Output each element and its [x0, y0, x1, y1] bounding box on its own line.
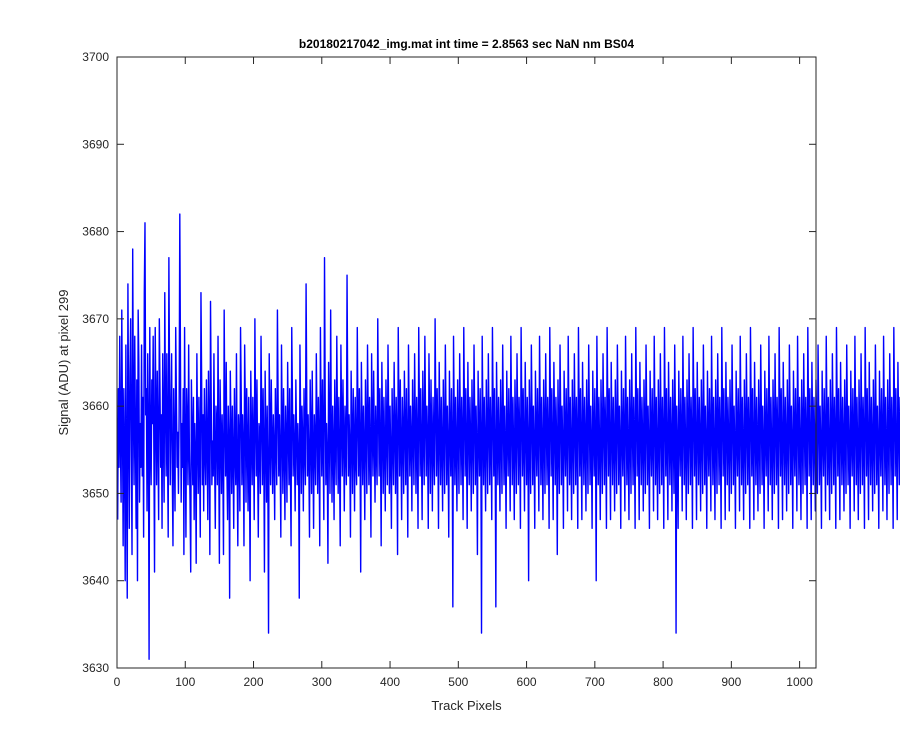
x-tick-label: 300 [312, 675, 332, 689]
y-tick-label: 3680 [82, 225, 109, 239]
x-tick-label: 500 [448, 675, 468, 689]
x-tick-label: 800 [653, 675, 673, 689]
y-tick-label: 3640 [82, 574, 109, 588]
chart-title: b20180217042_img.mat int time = 2.8563 s… [299, 37, 635, 51]
x-tick-label: 900 [721, 675, 741, 689]
x-tick-label: 400 [380, 675, 400, 689]
axes-box [116, 56, 817, 669]
plot-area [117, 57, 816, 668]
y-tick-label: 3660 [82, 399, 109, 413]
x-tick-label: 1000 [786, 675, 813, 689]
x-tick-label: 200 [244, 675, 264, 689]
y-tick-label: 3670 [82, 312, 109, 326]
y-axis-label: Signal (ADU) at pixel 299 [56, 290, 71, 436]
x-tick-label: 100 [175, 675, 195, 689]
y-tick-label: 3700 [82, 50, 109, 64]
x-tick-label: 0 [114, 675, 121, 689]
series-line-0 [116, 213, 900, 660]
x-tick-label: 700 [585, 675, 605, 689]
data-layer [116, 213, 900, 660]
x-tick-label: 600 [517, 675, 537, 689]
y-tick-label: 3690 [82, 137, 109, 151]
y-tick-label: 3650 [82, 486, 109, 500]
y-tick-label: 3630 [82, 661, 109, 675]
x-axis-label: Track Pixels [431, 698, 502, 713]
tick-labels-layer: 0 100 200 300 400 500 600 700 800 900 1000 3630 3640… [82, 50, 813, 689]
